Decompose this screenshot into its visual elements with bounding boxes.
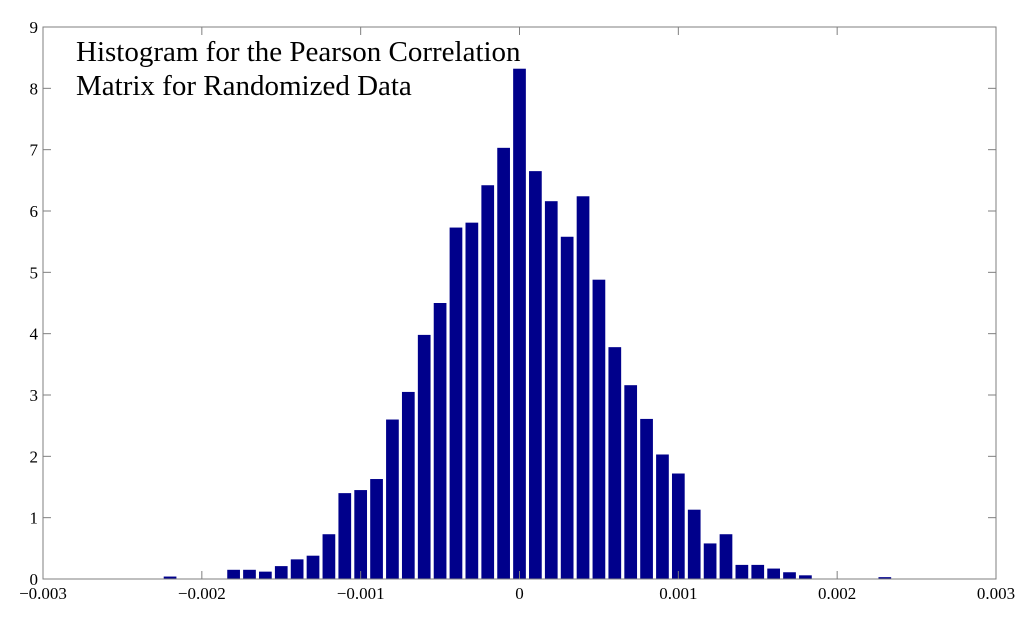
histogram-bar (497, 147, 510, 579)
x-tick-label: 0.002 (818, 584, 856, 603)
x-tick-label: 0.001 (659, 584, 697, 603)
bars-group (163, 68, 892, 580)
y-tick-label: 5 (30, 263, 39, 282)
histogram-bar (656, 454, 669, 579)
x-tick-label: 0 (515, 584, 524, 603)
histogram-bar (243, 569, 256, 579)
histogram-bar (163, 576, 177, 579)
histogram-bar (687, 509, 701, 579)
histogram-bar (878, 577, 892, 579)
histogram-bar (401, 391, 415, 579)
histogram-bar (719, 534, 733, 579)
histogram-bar (370, 479, 383, 579)
histogram-bar (338, 493, 352, 579)
x-tick-label: −0.003 (19, 584, 67, 603)
histogram-bar (449, 227, 463, 579)
y-tick-label: 1 (30, 509, 39, 528)
histogram-bar (529, 171, 542, 579)
histogram-bar (227, 569, 240, 579)
histogram-bar (386, 419, 399, 579)
histogram-bar (513, 68, 526, 580)
x-tick-label: 0.003 (977, 584, 1015, 603)
tick-labels-group: −0.003 −0.002 −0.001 0 0.001 0.002 0.003 0 1 2 3 4 5… (19, 18, 1015, 603)
histogram-bar (592, 279, 606, 579)
y-tick-label: 9 (30, 18, 39, 37)
histogram-bar (481, 185, 495, 580)
y-tick-label: 3 (30, 386, 39, 405)
histogram-bar (576, 196, 590, 579)
histogram-bar (560, 236, 574, 579)
histogram-bar (465, 222, 479, 579)
histogram-bar (735, 564, 749, 579)
y-tick-label: 0 (30, 570, 39, 589)
y-tick-label: 4 (30, 325, 39, 344)
histogram-bar (354, 490, 368, 579)
histogram-bar (306, 555, 320, 579)
histogram-bar (608, 347, 622, 579)
y-tick-label: 6 (30, 202, 39, 221)
histogram-bar (671, 473, 685, 579)
histogram-bar (751, 564, 765, 579)
chart-title-line-2: Matrix for Randomized Data (76, 70, 412, 102)
histogram-bar (290, 559, 304, 579)
histogram-bar (259, 571, 272, 579)
x-tick-label: −0.001 (337, 584, 385, 603)
chart-title-line-1: Histogram for the Pearson Correlation (76, 36, 521, 68)
histogram-bar (417, 334, 431, 579)
ticks-group (42, 26, 997, 580)
histogram-bar (783, 572, 796, 579)
x-tick-label: −0.002 (178, 584, 226, 603)
histogram-bar (640, 418, 653, 579)
histogram-bar (624, 385, 638, 579)
histogram-bar (703, 543, 717, 579)
histogram-bar (767, 568, 780, 579)
histogram-bar (433, 303, 447, 579)
histogram-bar (544, 201, 558, 579)
histogram-bar (322, 534, 336, 579)
y-tick-label: 2 (30, 447, 39, 466)
y-tick-label: 8 (30, 79, 39, 98)
histogram-bar (274, 566, 288, 579)
histogram-bar (799, 575, 812, 579)
y-tick-label: 7 (30, 141, 39, 160)
